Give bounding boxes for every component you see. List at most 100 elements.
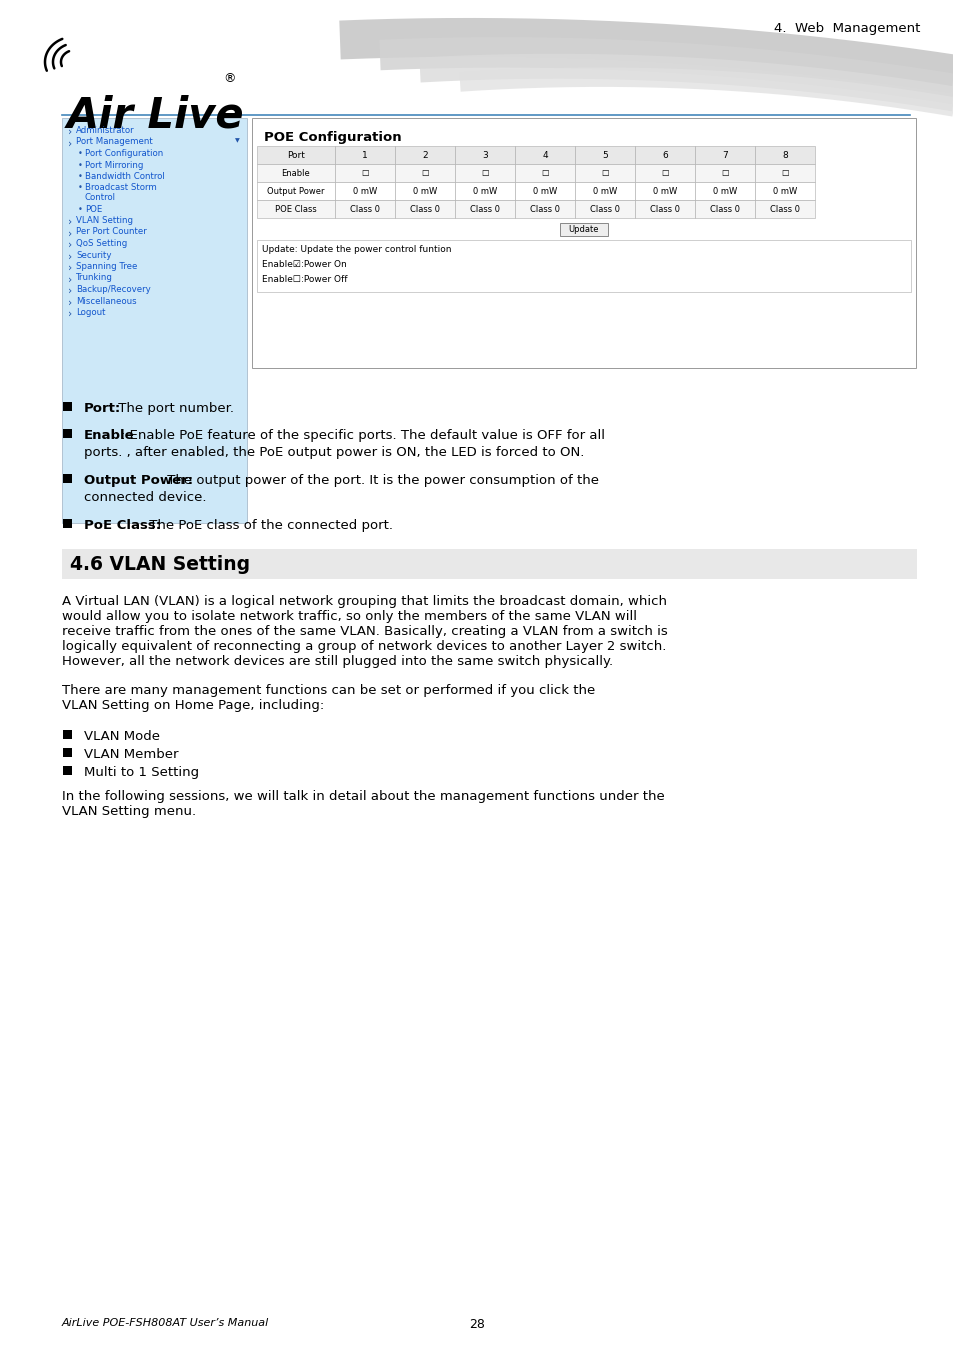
Text: ›: › <box>68 240 72 250</box>
Bar <box>695 200 754 217</box>
Text: QoS Setting: QoS Setting <box>76 239 127 248</box>
Text: Class 0: Class 0 <box>350 204 379 213</box>
Text: Control: Control <box>85 193 116 202</box>
Text: Class 0: Class 0 <box>589 204 619 213</box>
Text: would allow you to isolate network traffic, so only the members of the same VLAN: would allow you to isolate network traff… <box>62 610 637 622</box>
Bar <box>395 182 455 200</box>
Text: receive traffic from the ones of the same VLAN. Basically, creating a VLAN from : receive traffic from the ones of the sam… <box>62 625 667 639</box>
Text: Trunking: Trunking <box>76 274 112 282</box>
Text: Update: Update the power control funtion: Update: Update the power control funtion <box>262 244 451 254</box>
Text: Broadcast Storm: Broadcast Storm <box>85 184 156 193</box>
Text: Class 0: Class 0 <box>649 204 679 213</box>
Bar <box>335 146 395 163</box>
Text: 8: 8 <box>781 150 787 159</box>
Bar <box>695 163 754 182</box>
Text: ›: › <box>68 228 72 239</box>
Text: 0 mW: 0 mW <box>353 186 376 196</box>
Text: 0 mW: 0 mW <box>413 186 436 196</box>
Text: A Virtual LAN (VLAN) is a logical network grouping that limits the broadcast dom: A Virtual LAN (VLAN) is a logical networ… <box>62 595 666 608</box>
Text: Class 0: Class 0 <box>530 204 559 213</box>
Text: ☐: ☐ <box>600 169 608 177</box>
Text: Class 0: Class 0 <box>410 204 439 213</box>
Bar <box>635 200 695 217</box>
Bar <box>63 748 71 757</box>
Text: ›: › <box>68 217 72 227</box>
Bar <box>754 146 814 163</box>
Text: ›: › <box>68 139 72 148</box>
Text: Update: Update <box>568 225 598 234</box>
Text: PoE Class:: PoE Class: <box>84 518 161 532</box>
Bar <box>256 240 910 292</box>
Bar <box>455 163 515 182</box>
Bar <box>515 182 575 200</box>
Bar <box>575 182 635 200</box>
Text: Air Live: Air Live <box>67 95 244 136</box>
Text: •: • <box>78 148 83 158</box>
Text: Per Port Counter: Per Port Counter <box>76 228 147 236</box>
Bar <box>256 146 335 163</box>
Bar <box>695 182 754 200</box>
Text: Spanning Tree: Spanning Tree <box>76 262 137 271</box>
Text: Enable: Enable <box>84 429 134 441</box>
Text: VLAN Setting menu.: VLAN Setting menu. <box>62 805 196 818</box>
Text: 28: 28 <box>469 1318 484 1331</box>
Bar <box>63 730 71 738</box>
Text: 7: 7 <box>721 150 727 159</box>
Text: Enable: Enable <box>281 169 310 177</box>
Text: 0 mW: 0 mW <box>652 186 677 196</box>
Text: •: • <box>78 161 83 170</box>
Bar <box>455 146 515 163</box>
Text: 3: 3 <box>481 150 487 159</box>
Text: ☐: ☐ <box>660 169 668 177</box>
Text: 0 mW: 0 mW <box>473 186 497 196</box>
Text: ›: › <box>68 286 72 296</box>
Text: Port Mirroring: Port Mirroring <box>85 161 143 170</box>
Bar <box>635 182 695 200</box>
Bar <box>63 474 71 483</box>
Text: Backup/Recovery: Backup/Recovery <box>76 285 151 294</box>
Text: ›: › <box>68 127 72 136</box>
Bar <box>515 163 575 182</box>
Bar <box>395 146 455 163</box>
Text: Bandwidth Control: Bandwidth Control <box>85 171 165 181</box>
Text: logically equivalent of reconnecting a group of network devices to another Layer: logically equivalent of reconnecting a g… <box>62 640 666 653</box>
Bar <box>256 182 335 200</box>
Bar <box>635 163 695 182</box>
Bar <box>559 223 607 236</box>
Text: ☐: ☐ <box>421 169 428 177</box>
Text: ☐: ☐ <box>781 169 788 177</box>
Text: VLAN Setting on Home Page, including:: VLAN Setting on Home Page, including: <box>62 699 324 711</box>
Text: 4: 4 <box>541 150 547 159</box>
Bar <box>335 163 395 182</box>
Text: Output Power:: Output Power: <box>84 474 193 487</box>
Bar <box>754 200 814 217</box>
Text: 1: 1 <box>362 150 368 159</box>
Text: Security: Security <box>76 251 112 259</box>
Text: connected device.: connected device. <box>84 491 206 504</box>
Text: Port Management: Port Management <box>76 138 152 147</box>
Text: Output Power: Output Power <box>267 186 324 196</box>
Bar <box>575 146 635 163</box>
Text: Enable☑:Power On: Enable☑:Power On <box>262 261 346 269</box>
Text: Class 0: Class 0 <box>470 204 499 213</box>
Text: ▼: ▼ <box>234 139 239 143</box>
Text: The port number.: The port number. <box>114 402 234 414</box>
Text: ›: › <box>68 297 72 308</box>
Text: In the following sessions, we will talk in detail about the management functions: In the following sessions, we will talk … <box>62 790 664 803</box>
Text: There are many management functions can be set or performed if you click the: There are many management functions can … <box>62 684 595 697</box>
Bar <box>455 200 515 217</box>
Text: 0 mW: 0 mW <box>712 186 737 196</box>
Bar <box>575 200 635 217</box>
Text: 0 mW: 0 mW <box>533 186 557 196</box>
Text: Multi to 1 Setting: Multi to 1 Setting <box>84 765 199 779</box>
Text: ›: › <box>68 251 72 262</box>
Text: •: • <box>78 184 83 193</box>
Text: Port:: Port: <box>84 402 121 414</box>
Bar <box>62 117 247 522</box>
Text: VLAN Member: VLAN Member <box>84 748 178 761</box>
Bar <box>335 200 395 217</box>
Text: 0 mW: 0 mW <box>772 186 797 196</box>
Text: Port Configuration: Port Configuration <box>85 148 163 158</box>
Bar <box>256 163 335 182</box>
Text: POE Configuration: POE Configuration <box>264 131 401 144</box>
